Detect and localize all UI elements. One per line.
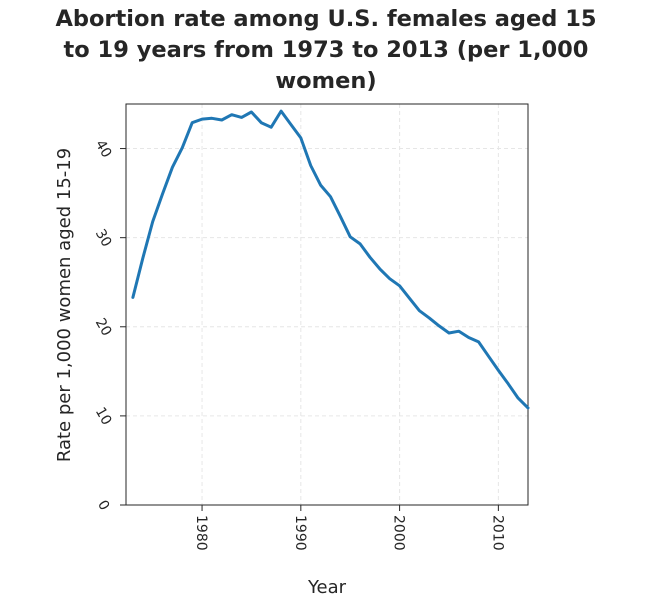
chart-title-line-1: Abortion rate among U.S. females aged 15 <box>55 6 597 32</box>
x-axis-ticks: 1980 1990 2000 2010 <box>193 505 505 551</box>
y-tick-label-40: 40 <box>92 137 115 160</box>
y-axis-label: Rate per 1,000 women aged 15-19 <box>54 148 75 462</box>
plot-frame <box>125 103 529 506</box>
x-tick-label-2010: 2010 <box>489 515 505 551</box>
x-tick-label-2000: 2000 <box>391 515 407 551</box>
grid-lines <box>126 104 528 505</box>
x-tick-label-1980: 1980 <box>193 515 209 551</box>
y-axis-ticks: 0 10 20 30 40 <box>92 137 126 513</box>
chart-title: Abortion rate among U.S. females aged 15… <box>0 4 652 97</box>
chart-title-line-3: women) <box>275 68 377 94</box>
series-line <box>131 109 530 410</box>
y-tick-label-30: 30 <box>92 226 115 249</box>
y-tick-label-20: 20 <box>92 316 115 339</box>
chart-title-line-2: to 19 years from 1973 to 2013 (per 1,000 <box>63 37 589 63</box>
y-tick-label-0: 0 <box>94 498 112 514</box>
y-tick-label-10: 10 <box>92 405 115 428</box>
x-tick-label-1990: 1990 <box>292 515 308 551</box>
x-axis-label: Year <box>307 577 347 598</box>
